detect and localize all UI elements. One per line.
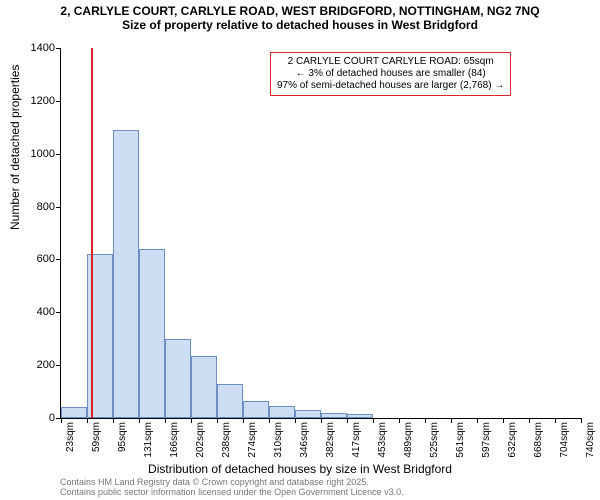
ytick-mark: [56, 312, 61, 313]
xtick-mark: [61, 418, 62, 423]
xtick-mark: [87, 418, 88, 423]
xtick-mark: [113, 418, 114, 423]
plot-area: 020040060080010001200140023sqm59sqm95sqm…: [60, 48, 580, 418]
ytick-mark: [56, 207, 61, 208]
ytick-label: 1000: [15, 148, 55, 160]
xtick-mark: [139, 418, 140, 423]
histogram-bar: [139, 249, 165, 418]
histogram-bar: [217, 384, 243, 418]
ytick-mark: [56, 48, 61, 49]
title-line1: 2, CARLYLE COURT, CARLYLE ROAD, WEST BRI…: [0, 4, 600, 18]
annotation-line1: 2 CARLYLE COURT CARLYLE ROAD: 65sqm: [277, 56, 504, 68]
annotation-line2: ← 3% of detached houses are smaller (84): [277, 68, 504, 80]
histogram-bar: [347, 414, 373, 418]
histogram-bar: [269, 406, 295, 418]
ytick-mark: [56, 154, 61, 155]
xtick-mark: [373, 418, 374, 423]
footer-text: Contains HM Land Registry data © Crown c…: [60, 478, 404, 498]
ytick-label: 1200: [15, 95, 55, 107]
ytick-mark: [56, 259, 61, 260]
ytick-label: 0: [15, 412, 55, 424]
histogram-bar: [321, 413, 347, 418]
ytick-label: 600: [15, 253, 55, 265]
ytick-label: 1400: [15, 42, 55, 54]
footer-line2: Contains public sector information licen…: [60, 488, 404, 498]
xtick-mark: [191, 418, 192, 423]
title-line2: Size of property relative to detached ho…: [0, 18, 600, 32]
xtick-mark: [529, 418, 530, 423]
xtick-mark: [295, 418, 296, 423]
xtick-mark: [581, 418, 582, 423]
annotation-box: 2 CARLYLE COURT CARLYLE ROAD: 65sqm ← 3%…: [270, 52, 511, 96]
histogram-bar: [295, 410, 321, 418]
xtick-mark: [243, 418, 244, 423]
histogram-bar: [191, 356, 217, 418]
ytick-label: 800: [15, 201, 55, 213]
chart-container: 2, CARLYLE COURT, CARLYLE ROAD, WEST BRI…: [0, 0, 600, 500]
histogram-bar: [165, 339, 191, 418]
annotation-line3: 97% of semi-detached houses are larger (…: [277, 80, 504, 92]
xtick-mark: [399, 418, 400, 423]
xtick-mark: [165, 418, 166, 423]
xtick-mark: [451, 418, 452, 423]
xtick-mark: [503, 418, 504, 423]
ytick-mark: [56, 365, 61, 366]
xtick-mark: [321, 418, 322, 423]
ytick-label: 400: [15, 306, 55, 318]
histogram-bar: [243, 401, 269, 418]
marker-line: [91, 48, 93, 418]
xtick-mark: [425, 418, 426, 423]
ytick-mark: [56, 101, 61, 102]
xtick-mark: [269, 418, 270, 423]
x-axis-label: Distribution of detached houses by size …: [0, 462, 600, 476]
histogram-bar: [113, 130, 139, 418]
chart-title: 2, CARLYLE COURT, CARLYLE ROAD, WEST BRI…: [0, 0, 600, 33]
xtick-mark: [217, 418, 218, 423]
xtick-mark: [347, 418, 348, 423]
histogram-bar: [61, 407, 87, 418]
ytick-label: 200: [15, 359, 55, 371]
xtick-mark: [555, 418, 556, 423]
xtick-mark: [477, 418, 478, 423]
plot: 020040060080010001200140023sqm59sqm95sqm…: [60, 48, 581, 419]
